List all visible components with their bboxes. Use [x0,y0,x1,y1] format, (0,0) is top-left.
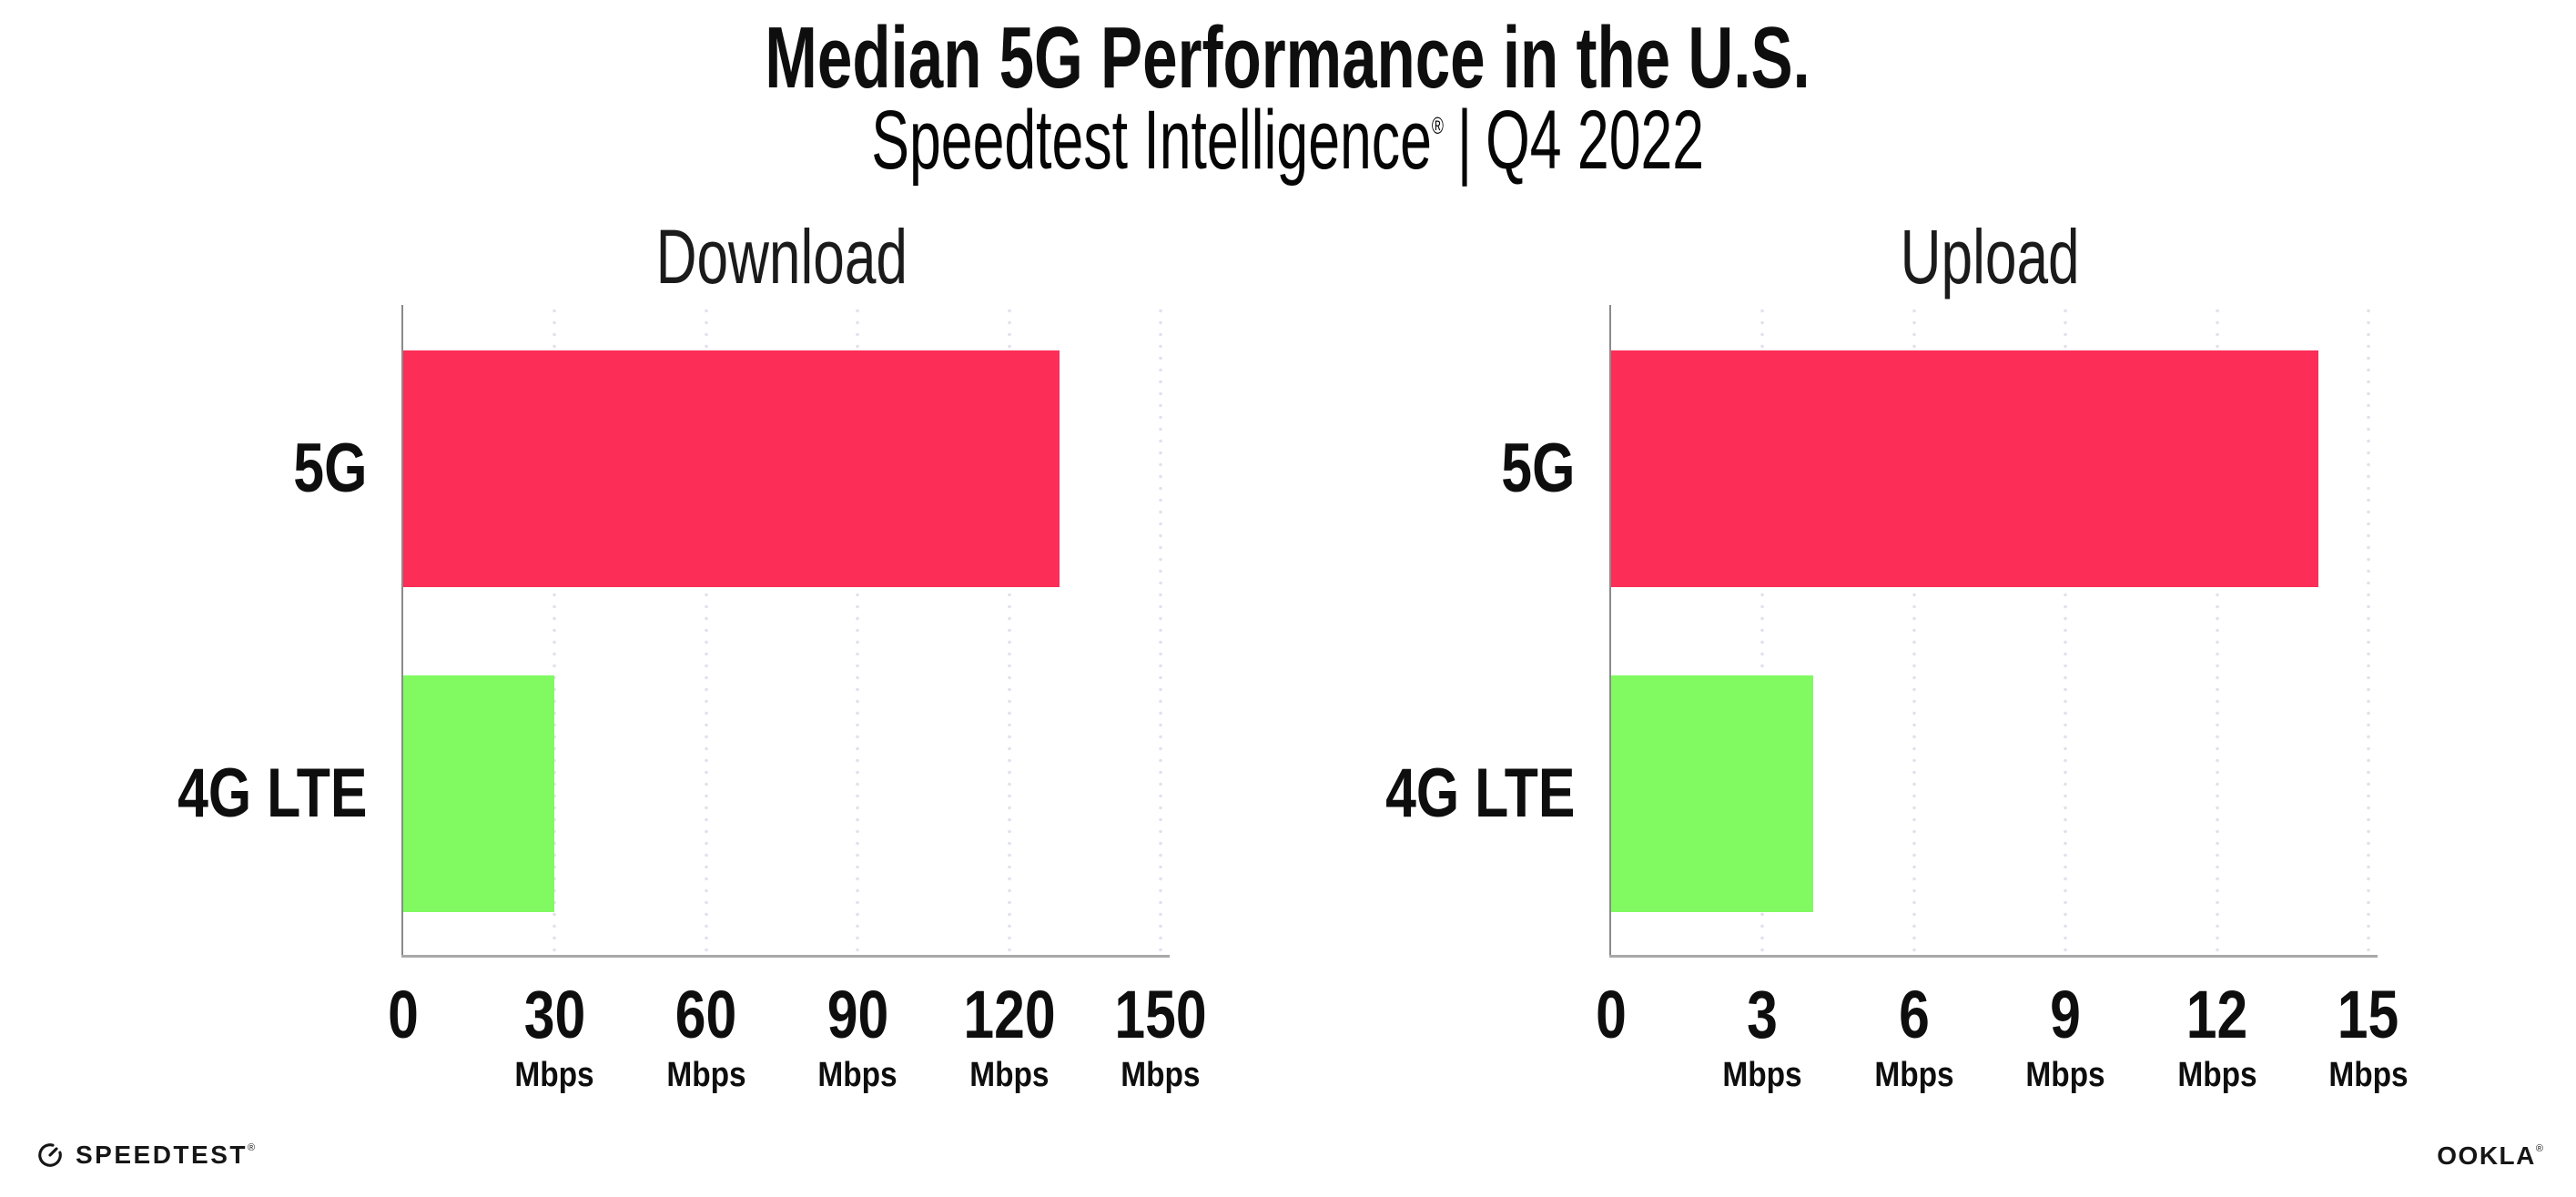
x-tick-unit: Mbps [1874,1056,1954,1094]
speedtest-logo: SPEEDTEST® [36,1141,255,1169]
upload-x-axis-ticks: 0 3 Mbps 6 Mbps 9 Mbps 12 Mbps 15 Mbps [1596,977,2409,1127]
x-tick-value: 3 [1747,977,1779,1052]
x-tick-value: 15 [2338,977,2399,1052]
x-tick-unit: Mbps [1722,1056,1803,1094]
upload-chart-title: Upload [1900,214,2080,299]
gridline-9-mbps [2064,305,2068,956]
x-tick-9-mbps: 9 Mbps [2021,977,2111,1094]
gridline-90-mbps [856,305,860,956]
x-tick-unit: Mbps [666,1056,746,1094]
gridline-150-mbps [1159,305,1162,956]
y-axis-label-5g: 5G [292,430,367,507]
x-tick-90-mbps: 90 Mbps [813,977,903,1094]
x-tick-value: 6 [1898,977,1930,1052]
bar-5g [1611,350,2318,587]
x-tick-value: 0 [388,977,419,1052]
x-tick-unit: Mbps [969,1056,1050,1094]
y-axis-label-4g-lte: 4G LTE [177,755,367,832]
download-y-axis-labels: 5G 4G LTE [0,305,367,956]
subtitle-separator: | [1457,94,1473,187]
x-tick-value: 30 [523,977,586,1052]
x-tick-value: 90 [827,977,888,1052]
x-tick-60-mbps: 60 Mbps [661,977,751,1094]
bar-4g-lte [403,675,555,912]
page-title: Median 5G Performance in the U.S. [765,9,1811,107]
x-axis-line [1609,955,2378,958]
gridline-12-mbps [2215,305,2219,956]
x-tick-3-mbps: 3 Mbps [1718,977,1808,1094]
x-tick-value: 12 [2186,977,2248,1052]
gridline-60-mbps [704,305,708,956]
x-tick-unit: Mbps [514,1056,595,1094]
x-tick-12-mbps: 12 Mbps [2172,977,2262,1094]
x-tick-15-mbps: 15 Mbps [2323,977,2413,1094]
gridline-6-mbps [1912,305,1916,956]
x-tick-value: 9 [2050,977,2082,1052]
y-axis-spine [401,305,403,957]
x-tick-0-mbps: 0 [1592,981,1629,1049]
x-tick-150-mbps: 150 Mbps [1104,977,1216,1094]
x-tick-unit: Mbps [817,1056,898,1094]
bar-5g [403,350,1060,587]
gridline-120-mbps [1007,305,1011,956]
y-axis-label-5g: 5G [1500,430,1575,507]
x-tick-unit: Mbps [2176,1056,2257,1094]
bar-4g-lte [1611,675,1813,912]
subtitle-brand: Speedtest Intelligence [871,94,1433,187]
speedometer-gauge-icon [38,1143,62,1167]
x-tick-6-mbps: 6 Mbps [1869,977,1959,1094]
gridline-3-mbps [1760,305,1765,956]
x-tick-value: 0 [1596,977,1627,1052]
x-tick-unit: Mbps [2328,1056,2409,1094]
gridline-15-mbps [2367,305,2370,956]
x-tick-unit: Mbps [2025,1056,2105,1094]
download-plot-area [401,305,1170,958]
download-chart-title: Download [655,214,908,299]
subtitle-period: Q4 2022 [1486,94,1705,187]
speedtest-wordmark: SPEEDTEST® [76,1141,256,1169]
x-tick-unit: Mbps [1121,1056,1201,1094]
x-axis-line [401,955,1170,958]
x-tick-value: 120 [962,977,1056,1052]
y-axis-label-4g-lte: 4G LTE [1384,755,1575,832]
ookla-logo: OOKLA® [2437,1143,2543,1169]
x-tick-0-mbps: 0 [384,981,421,1049]
ookla-registered-mark: ® [2535,1143,2543,1154]
ookla-wordmark: OOKLA® [2437,1141,2543,1170]
x-tick-value: 60 [675,977,737,1052]
x-tick-value: 150 [1114,977,1207,1052]
x-tick-120-mbps: 120 Mbps [953,977,1065,1094]
speedtest-registered-mark: ® [247,1142,256,1153]
page-subtitle: Speedtest Intelligence® | Q4 2022 [0,98,2576,182]
gridline-30-mbps [553,305,557,956]
y-axis-spine [1609,305,1611,957]
registered-mark: ® [1432,112,1445,139]
download-x-axis-ticks: 0 30 Mbps 60 Mbps 90 Mbps 120 Mbps 150 Mbps [388,977,1206,1127]
upload-y-axis-labels: 5G 4G LTE [1208,305,1575,956]
x-tick-30-mbps: 30 Mbps [510,977,600,1094]
upload-plot-area [1609,305,2378,958]
